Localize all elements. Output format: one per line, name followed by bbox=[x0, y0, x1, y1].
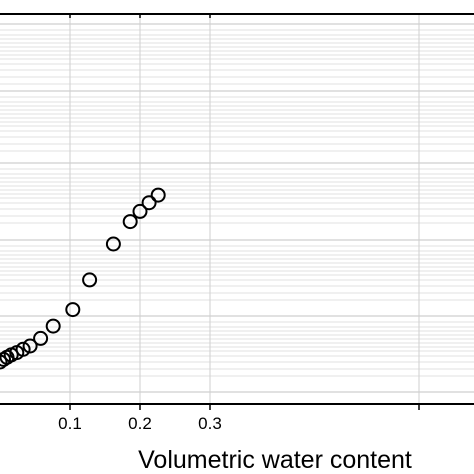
grid-lines bbox=[0, 14, 474, 404]
data-point bbox=[0, 354, 8, 370]
x-tick-label: 0.3 bbox=[198, 414, 222, 433]
data-point bbox=[150, 187, 166, 203]
data-point bbox=[105, 236, 121, 252]
data-point bbox=[15, 341, 31, 357]
x-axis-title: Volumetric water content bbox=[138, 446, 412, 474]
data-point bbox=[22, 338, 38, 354]
data-point bbox=[141, 195, 157, 211]
data-point bbox=[122, 214, 138, 230]
x-axis-ticks: 0.1 0.2 0.3 bbox=[58, 14, 420, 433]
data-point bbox=[82, 272, 98, 288]
data-point bbox=[65, 302, 81, 318]
x-tick-label: 0.2 bbox=[128, 414, 152, 433]
data-point bbox=[132, 203, 148, 219]
data-point bbox=[45, 318, 61, 334]
x-tick-label: 0.1 bbox=[58, 414, 82, 433]
plot-frame bbox=[0, 13, 474, 405]
data-points bbox=[0, 187, 166, 370]
data-point bbox=[33, 330, 49, 346]
